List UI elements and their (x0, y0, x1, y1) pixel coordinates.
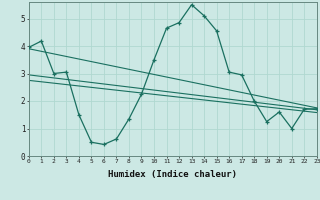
X-axis label: Humidex (Indice chaleur): Humidex (Indice chaleur) (108, 170, 237, 179)
